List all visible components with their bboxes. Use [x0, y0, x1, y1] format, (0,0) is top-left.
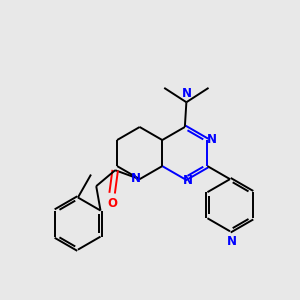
Text: N: N	[131, 172, 141, 185]
Text: N: N	[207, 133, 217, 146]
Text: N: N	[226, 235, 236, 248]
Text: N: N	[183, 175, 193, 188]
Text: O: O	[107, 197, 117, 210]
Text: N: N	[182, 87, 192, 101]
